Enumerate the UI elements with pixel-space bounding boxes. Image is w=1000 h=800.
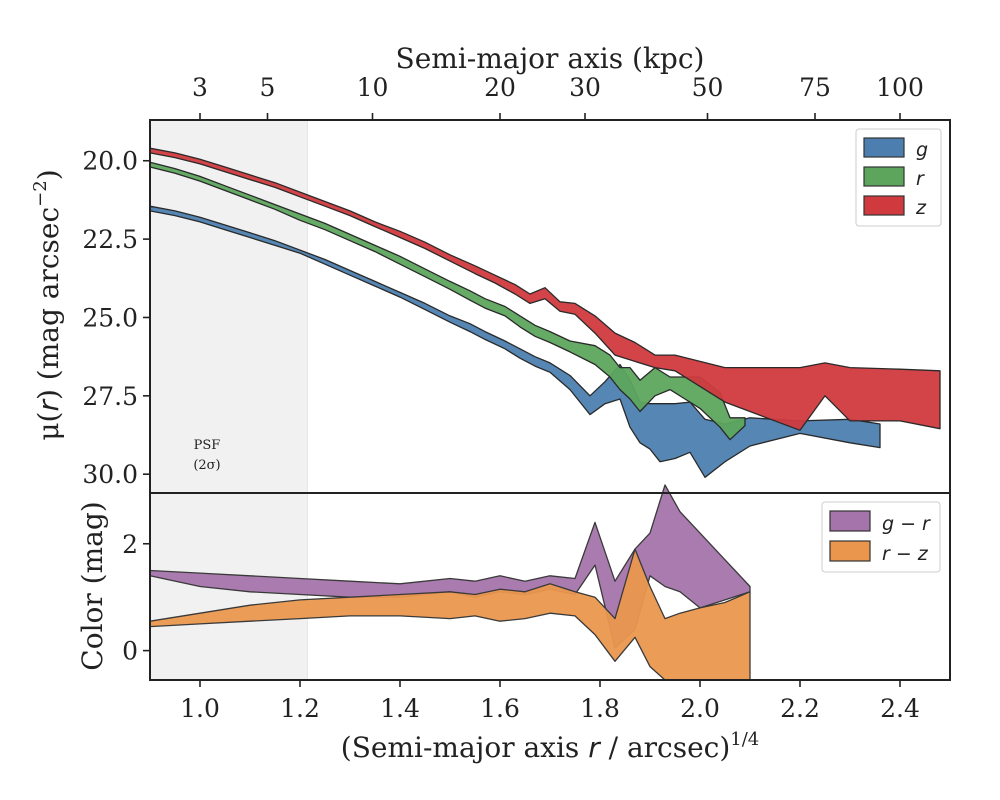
top-xtick-label: 50 [692,73,724,102]
psf-label-line2: (2σ) [193,458,220,473]
bottom-xtick-label: 2.4 [880,694,920,723]
bottom-legend: g − r r − z [821,501,941,573]
top-xtick-label: 75 [799,73,831,102]
psf-region [150,120,308,680]
top-ytick-label: 22.5 [82,225,138,254]
x-axis-title: (Semi-major axis r / arcsec)1/4 [341,729,759,764]
bottom-y-axis-title: Color (mag) [76,501,109,670]
r-band [149,161,746,441]
top-ytick-label: 27.5 [82,382,138,411]
bottom-xtick-label: 2.2 [780,694,820,723]
top-xtick-label: 10 [357,73,389,102]
x-axis-title-main: (Semi-major axis [341,731,588,764]
top-xtick-label: 100 [876,73,924,102]
top-xtick-label: 5 [260,73,276,102]
top-axis-title: Semi-major axis (kpc) [396,42,705,75]
surface-brightness-panel: 20.0 22.5 25.0 27.5 30.0 3 5 10 20 30 50 75 100 PSF… [82,73,951,494]
bottom-xtick-label: 1.0 [180,694,220,723]
top-ytick-label: 25.0 [82,303,138,332]
color-panel: 0 2 1.0 1.2 1.4 1.6 1.8 2.0 2.2 2.4 g − r r − z [122,484,951,723]
r-legend-swatch [863,166,905,187]
y-axis-title-sup: −2 [30,180,51,207]
y-axis-title-unit: ) (mag arcsec [32,207,65,400]
r-legend-label: r [916,168,925,190]
bottom-xtick-label: 2.0 [680,694,720,723]
psf-label-line1: PSF [194,438,221,453]
r-z-legend-swatch [829,540,871,562]
top-xtick-label: 20 [484,73,516,102]
x-axis-title-var: r [588,731,601,764]
bottom-xtick-label: 1.4 [380,694,420,723]
top-ytick-label: 30.0 [82,460,138,489]
bottom-ytick-label: 2 [122,530,138,559]
top-xtick-label: 3 [192,73,208,102]
g-legend-swatch [863,137,905,158]
y-axis-title-mu: μ( [32,412,65,441]
z-legend-swatch [863,195,905,216]
bottom-xtick-label: 1.6 [480,694,520,723]
top-legend: grz [855,128,942,227]
top-xtick-label: 30 [569,73,601,102]
g-r-legend-label: g − r [882,513,931,535]
y-axis-title-var: r [32,399,65,412]
bottom-xtick-label: 1.2 [280,694,320,723]
g-band [149,205,881,478]
top-ytick-label: 20.0 [82,147,138,176]
z-legend-label: z [915,197,927,219]
bottom-xtick-label: 1.8 [580,694,620,723]
x-axis-title-sup: 1/4 [730,729,759,750]
y-axis-title-close: ) [32,169,65,180]
x-axis-title-tail: / arcsec) [600,731,731,764]
bottom-panel-frame [149,492,951,681]
g-legend-label: g [916,139,928,161]
g-r-legend-swatch [829,510,871,532]
top-y-axis-title: μ(r) (mag arcsec−2) [30,169,65,440]
bottom-ytick-label: 0 [122,637,138,666]
z-band [149,147,941,431]
r-z-legend-label: r − z [882,543,929,565]
